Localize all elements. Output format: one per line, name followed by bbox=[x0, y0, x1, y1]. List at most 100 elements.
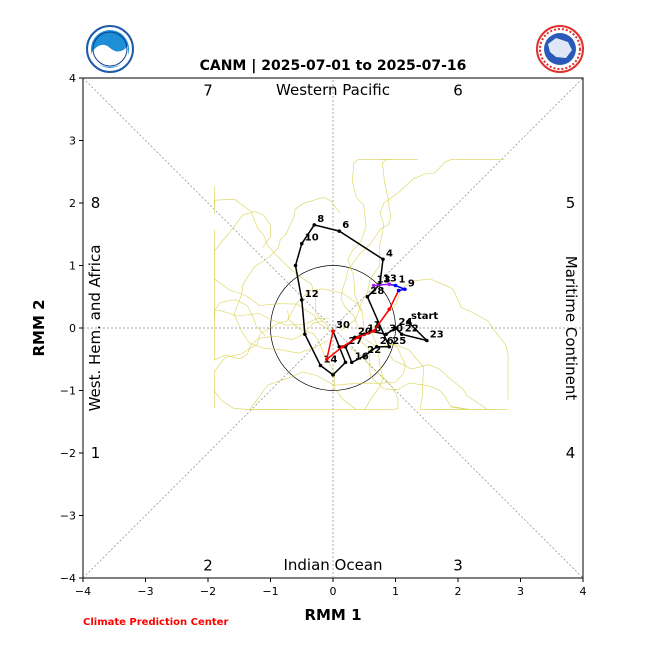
diagonal-guide-line bbox=[82, 77, 584, 579]
data-point bbox=[384, 332, 388, 337]
ensemble-track-line bbox=[214, 299, 323, 361]
day-label: start bbox=[411, 311, 438, 322]
day-label: 12 bbox=[305, 289, 319, 300]
data-point bbox=[399, 332, 404, 337]
x-tick-label: 2 bbox=[455, 585, 462, 598]
day-label: 9 bbox=[408, 278, 415, 289]
series-line bbox=[389, 283, 408, 292]
y-tick-label: −2 bbox=[60, 447, 76, 460]
guide-lines bbox=[82, 77, 584, 579]
data-point bbox=[299, 241, 304, 246]
day-label: 25 bbox=[392, 336, 406, 347]
data-point bbox=[293, 263, 298, 268]
day-label: 13 bbox=[383, 273, 397, 284]
y-tick-label: 4 bbox=[69, 72, 76, 85]
data-point bbox=[393, 283, 398, 288]
day-label: 6 bbox=[342, 220, 349, 231]
ensemble-track-line bbox=[214, 326, 384, 410]
day-label: 30 bbox=[389, 323, 403, 334]
data-point bbox=[299, 298, 304, 302]
data-point bbox=[387, 307, 392, 312]
data-point bbox=[318, 363, 323, 368]
ensemble-track-line bbox=[370, 278, 509, 400]
data-point bbox=[403, 287, 407, 292]
data-point bbox=[387, 344, 392, 349]
day-label: 16 bbox=[355, 351, 369, 362]
phase-number: 3 bbox=[453, 557, 463, 575]
day-label: 10 bbox=[305, 233, 319, 244]
ensemble-track-line bbox=[214, 229, 330, 326]
data-point bbox=[381, 257, 385, 262]
day-label: 13 bbox=[377, 275, 391, 286]
day-label: 26 bbox=[380, 336, 394, 347]
x-axis-title: RMM 1 bbox=[304, 606, 361, 624]
phase-number: 5 bbox=[566, 194, 576, 212]
rmm-index-tracks: start23222430118202716222625281346810121… bbox=[293, 214, 444, 377]
data-point bbox=[396, 288, 401, 293]
y-tick-label: 3 bbox=[69, 135, 76, 148]
ensemble-track-line bbox=[388, 354, 508, 410]
data-point bbox=[365, 294, 370, 299]
day-label: 14 bbox=[324, 355, 338, 366]
data-point bbox=[406, 319, 410, 324]
y-tick-label: 0 bbox=[69, 322, 76, 335]
ensemble-track-line bbox=[214, 186, 329, 328]
x-tick-label: −3 bbox=[137, 585, 153, 598]
x-tick-label: 3 bbox=[517, 585, 524, 598]
phase-number: 1 bbox=[91, 444, 101, 462]
x-tick-label: 0 bbox=[330, 585, 337, 598]
y-tick-label: −1 bbox=[60, 385, 76, 398]
data-point bbox=[371, 329, 376, 333]
day-label: 23 bbox=[430, 330, 444, 341]
day-label: 27 bbox=[349, 336, 363, 347]
data-point bbox=[393, 326, 398, 330]
chart-title: CANM | 2025-07-01 to 2025-07-16 bbox=[200, 58, 467, 74]
data-point bbox=[356, 335, 360, 340]
y-tick-label: −3 bbox=[60, 510, 76, 523]
nws-logo bbox=[536, 25, 584, 73]
data-point bbox=[331, 373, 335, 377]
y-tick-label: −4 bbox=[60, 572, 76, 585]
x-tick-label: −2 bbox=[200, 585, 216, 598]
y-axis-title: RMM 2 bbox=[30, 299, 48, 356]
day-label: 22 bbox=[367, 345, 381, 356]
phase-number: 2 bbox=[203, 557, 213, 575]
day-label: 4 bbox=[386, 248, 393, 259]
ensemble-track-line bbox=[340, 159, 505, 331]
x-tick-label: 4 bbox=[580, 585, 587, 598]
data-point bbox=[331, 329, 335, 333]
x-tick-label: −1 bbox=[262, 585, 278, 598]
region-label-top: Western Pacific bbox=[276, 81, 390, 99]
y-tick-label: 1 bbox=[69, 260, 76, 273]
noaa-logo bbox=[86, 25, 134, 73]
data-point bbox=[374, 344, 379, 349]
data-point bbox=[340, 344, 345, 349]
data-point bbox=[303, 332, 307, 337]
data-point bbox=[324, 357, 329, 362]
day-label: 24 bbox=[399, 317, 413, 328]
x-tick-label: 1 bbox=[392, 585, 399, 598]
day-label: 28 bbox=[370, 286, 384, 297]
credit-label: Climate Prediction Center bbox=[83, 617, 228, 628]
day-label: 18 bbox=[367, 323, 381, 334]
ensemble-member-tracks bbox=[214, 159, 509, 410]
data-point bbox=[337, 229, 342, 233]
day-label: 20 bbox=[358, 326, 372, 337]
data-point bbox=[424, 338, 429, 343]
phase-number: 6 bbox=[453, 82, 463, 100]
ensemble-track-line bbox=[233, 196, 341, 354]
series-line bbox=[373, 283, 390, 287]
data-point bbox=[387, 282, 392, 287]
data-point bbox=[343, 360, 348, 365]
phase-number: 8 bbox=[91, 194, 101, 212]
ensemble-track-line bbox=[347, 159, 418, 340]
data-point bbox=[362, 354, 367, 358]
y-tick-label: 2 bbox=[69, 197, 76, 210]
ensemble-track-line bbox=[340, 159, 392, 330]
data-point bbox=[371, 283, 376, 288]
day-label: 8 bbox=[317, 214, 324, 225]
region-label-left: West. Hem. and Africa bbox=[86, 245, 104, 412]
